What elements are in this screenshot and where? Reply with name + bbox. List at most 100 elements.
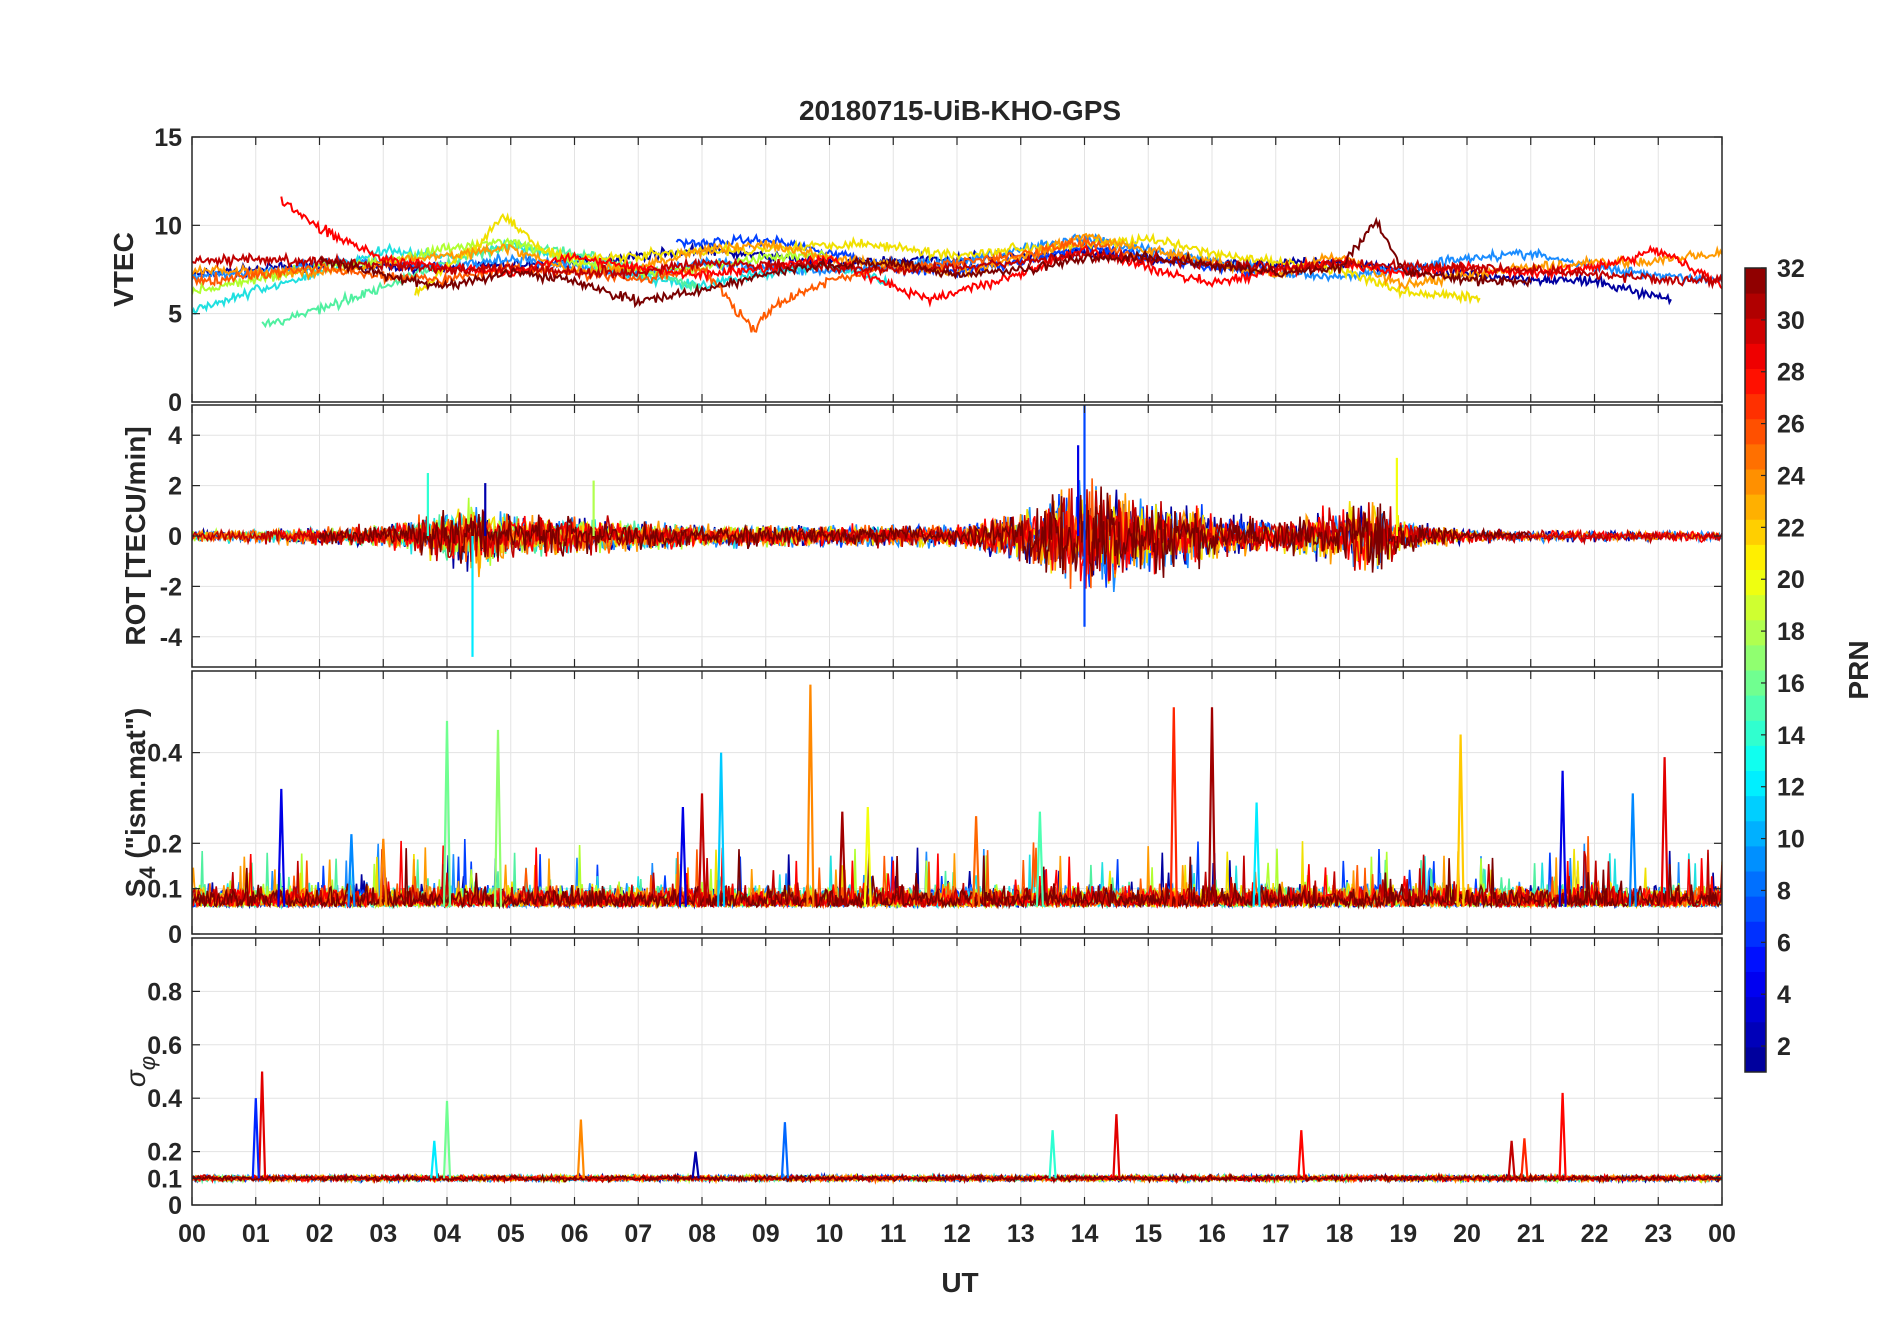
colorbar-band xyxy=(1745,519,1766,545)
panel-rot: -4 -2 0 2 4 ROT [TECU/min] xyxy=(120,404,1723,668)
s4-spike xyxy=(1558,770,1567,907)
y-tick-label: 0.8 xyxy=(147,978,182,1006)
colorbar-band xyxy=(1745,594,1766,621)
colorbar-band xyxy=(1745,745,1766,771)
x-tick-label: 01 xyxy=(242,1220,270,1248)
panel-sigphi: 00.10.2 0.4 0.6 0.8 σφ xyxy=(120,937,1723,1220)
y-tick-label: 0 xyxy=(168,921,182,949)
colorbar-tick-label: 6 xyxy=(1777,929,1791,957)
panel-data-sigphi xyxy=(192,1071,1722,1185)
s4-spike xyxy=(347,834,356,907)
s4-spike xyxy=(1035,811,1044,907)
x-tick-label: 07 xyxy=(624,1220,652,1248)
colorbar-tick-label: 32 xyxy=(1777,255,1805,283)
panel-data-vtec xyxy=(192,196,1722,333)
colorbar-band xyxy=(1745,343,1766,369)
x-tick-label: 06 xyxy=(561,1220,589,1248)
y-tick-label: 0 xyxy=(168,389,182,417)
colorbar-band xyxy=(1745,971,1766,998)
y-tick-label: 0.6 xyxy=(147,1032,182,1060)
y-tick-label: 0.1 xyxy=(147,876,182,904)
panel-s4: 00.10.20.4S4 ("ism.mat") xyxy=(120,670,1723,949)
sigphi-spike xyxy=(258,1071,267,1179)
sigphi-spike xyxy=(1558,1092,1567,1179)
x-tick-label: 22 xyxy=(1581,1220,1609,1248)
s4-spike xyxy=(838,811,847,907)
x-tick-label: 14 xyxy=(1071,1220,1099,1248)
y-tick-label: 0.4 xyxy=(147,1085,182,1113)
colorbar-band xyxy=(1745,996,1766,1023)
sigphi-series-prn-32 xyxy=(192,1172,1722,1185)
y-tick-label: 0 xyxy=(168,1192,182,1220)
y-axis-label-s4-sub: 4 xyxy=(135,866,160,879)
sigphi-spike xyxy=(1112,1114,1121,1179)
y-tick-label: 15 xyxy=(154,124,182,152)
colorbar-band xyxy=(1745,443,1766,470)
x-axis-label: UT xyxy=(941,1267,978,1298)
x-tick-label: 04 xyxy=(433,1220,461,1248)
colorbar-tick-label: 8 xyxy=(1777,877,1791,905)
s4-spike xyxy=(493,729,503,907)
colorbar-band xyxy=(1745,1046,1766,1073)
x-tick-label: 17 xyxy=(1262,1220,1290,1248)
x-tick-label: 18 xyxy=(1326,1220,1354,1248)
colorbar-tick-label: 4 xyxy=(1777,981,1791,1009)
colorbar-band xyxy=(1745,670,1766,696)
s4-spike xyxy=(1660,757,1669,907)
colorbar-tick-label: 18 xyxy=(1777,618,1805,646)
s4-spike xyxy=(717,752,726,907)
panel-vtec: 0 5 10 15 VTEC xyxy=(108,124,1723,417)
panel-data-s4 xyxy=(192,684,1722,910)
s4-spike xyxy=(806,684,815,907)
y-tick-label: -2 xyxy=(160,573,182,601)
colorbar-band xyxy=(1745,469,1766,495)
sigphi-spike xyxy=(430,1140,439,1179)
colorbar-band xyxy=(1745,896,1766,922)
x-tick-label: 08 xyxy=(688,1220,716,1248)
colorbar-band xyxy=(1745,871,1766,897)
s4-spike xyxy=(697,793,707,907)
panel-data-rot xyxy=(192,405,1722,657)
y-axis-label-sigphi: σφ xyxy=(120,1056,160,1087)
x-tick-label: 21 xyxy=(1517,1220,1545,1248)
colorbar-band xyxy=(1745,393,1766,420)
colorbar-band xyxy=(1745,619,1766,646)
colorbar-band xyxy=(1745,318,1766,344)
x-tick-label: 03 xyxy=(369,1220,397,1248)
y-tick-label: 0.2 xyxy=(147,1139,182,1167)
s4-spike xyxy=(678,806,687,907)
colorbar-band xyxy=(1745,1021,1766,1048)
colorbar-band xyxy=(1745,569,1766,596)
y-axis-label-rot: ROT [TECU/min] xyxy=(120,426,151,645)
x-tick-label: 16 xyxy=(1198,1220,1226,1248)
s4-spike xyxy=(442,720,452,907)
colorbar-band xyxy=(1745,494,1766,520)
colorbar-tick-label: 10 xyxy=(1777,826,1805,854)
colorbar-band xyxy=(1745,644,1766,671)
colorbar-tick-label: 12 xyxy=(1777,774,1805,802)
s4-spike xyxy=(1628,793,1637,907)
y-tick-label: 5 xyxy=(168,301,182,329)
s4-spike xyxy=(863,806,872,907)
vtec-series-prn-32 xyxy=(318,216,1532,309)
sigphi-spike xyxy=(442,1100,452,1179)
sigphi-spike xyxy=(1048,1130,1057,1179)
s4-series-prn-32 xyxy=(192,848,1722,910)
x-tick-label: 00 xyxy=(1708,1220,1736,1248)
colorbar-label: PRN xyxy=(1843,640,1874,699)
colorbar-tick-label: 26 xyxy=(1777,411,1805,439)
s4-spike xyxy=(379,838,388,907)
x-tick-label: 23 xyxy=(1644,1220,1672,1248)
y-tick-label: 0 xyxy=(168,523,182,551)
s4-series-prn-30 xyxy=(192,849,1722,909)
x-tick-label: 02 xyxy=(306,1220,334,1248)
colorbar-tick-label: 28 xyxy=(1777,359,1805,387)
x-axis: 00 01 02 03 04 05 06 07 08 09 10 11 12 13 14 15 16 17 18 19… xyxy=(178,1220,1736,1248)
colorbar-band xyxy=(1745,418,1766,445)
y-axis-label-s4-suffix: ("ism.mat") xyxy=(120,708,151,867)
vtec-series-prn-30 xyxy=(192,246,1722,290)
sigphi-spike xyxy=(691,1151,700,1179)
sigphi-spike xyxy=(1297,1130,1306,1179)
